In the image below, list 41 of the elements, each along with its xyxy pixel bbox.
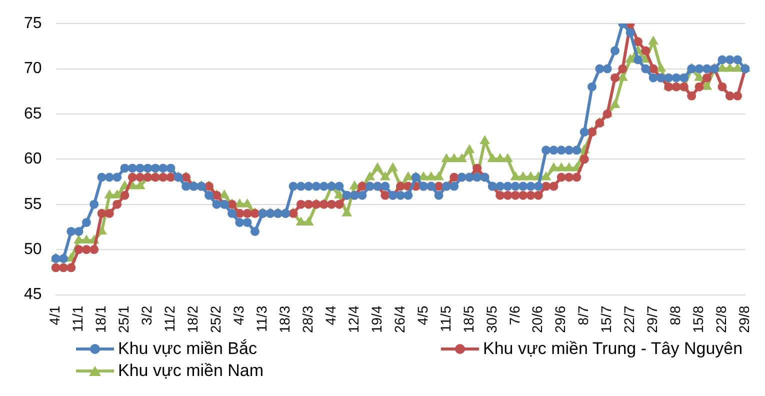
x-tick-label: 22/7 (621, 306, 638, 333)
legend-label: Khu vực miền Nam (118, 361, 264, 381)
x-tick-label: 30/5 (483, 306, 500, 333)
x-tick-label: 4/3 (230, 306, 246, 326)
x-tick-label: 11/3 (253, 306, 270, 332)
y-tick-label: 75 (24, 15, 42, 32)
x-tick-label: 28/3 (299, 306, 316, 333)
x-tick-label: 8/8 (667, 306, 684, 326)
y-tick-label: 70 (24, 60, 42, 78)
x-tick-label: 19/4 (368, 306, 384, 333)
legend-label: Khu vực miền Bắc (118, 339, 257, 359)
x-tick-label: 29/8 (736, 306, 752, 333)
x-tick-label: 22/8 (713, 306, 730, 333)
x-tick-label: 15/8 (690, 306, 706, 333)
x-tick-label: 18/1 (92, 306, 109, 333)
y-tick-label: 60 (24, 150, 42, 168)
x-tick-label: 4/4 (322, 306, 338, 326)
x-tick-label: 20/6 (529, 306, 546, 333)
x-tick-label: 11/5 (437, 306, 454, 332)
y-tick-label: 65 (24, 105, 42, 122)
x-tick-label: 25/1 (116, 306, 132, 333)
x-tick-label: 8/7 (575, 306, 592, 326)
x-tick-label: 26/4 (391, 306, 408, 333)
x-tick-label: 11/1 (70, 306, 86, 332)
y-tick-label: 50 (24, 240, 42, 258)
x-tick-label: 18/5 (460, 306, 476, 333)
x-tick-label: 4/5 (414, 306, 430, 326)
x-tick-label: 3/2 (138, 306, 155, 326)
x-tick-label: 25/2 (208, 306, 224, 333)
y-tick-label: 55 (24, 196, 42, 213)
x-tick-label: 11/2 (162, 306, 178, 332)
x-tick-label: 7/6 (506, 306, 522, 326)
x-tick-label: 29/6 (552, 306, 568, 333)
x-tick-label: 18/2 (184, 306, 201, 333)
x-tick-label: 4/1 (46, 306, 63, 326)
x-tick-label: 15/7 (598, 306, 614, 333)
x-tick-label: 29/7 (644, 306, 660, 333)
x-tick-label: 12/4 (345, 306, 362, 333)
x-tick-label: 18/3 (276, 306, 292, 333)
legend-label: Khu vực miền Trung - Tây Nguyên (483, 339, 743, 359)
y-tick-label: 45 (24, 286, 42, 304)
